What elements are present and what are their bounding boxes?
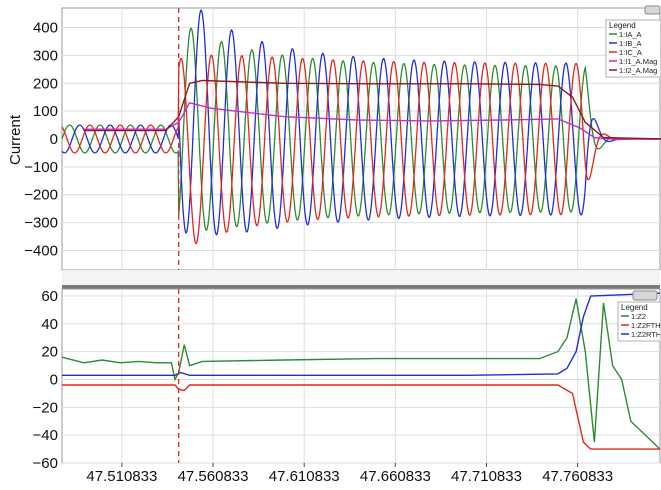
impedance-ytick-3: 0 [50,371,58,388]
current-ytick-2: −200 [24,187,58,204]
legend-current-item-1: 1:IB_A [619,39,642,48]
current-ytick-1: −300 [24,215,58,232]
impedance-ytick-4: 20 [41,344,58,361]
panel-control-icon[interactable] [644,5,661,15]
series-line-1-i1-a-mag [83,101,661,140]
legend-impedance-title: Legend [621,303,648,312]
xtick-label-4: 47.710833 [451,468,522,485]
current-panel: −400 −300 −200 −100 0 100 200 300 400 Current Le… [7,5,661,271]
impedance-ytick-5: 40 [41,316,58,333]
legend-current-box [605,19,660,78]
legend-impedance-item-0: 1:Z2 [631,312,646,321]
legend-current-title: Legend [609,21,636,30]
y-axis-label: Current [7,114,24,165]
series-line-1-ib-a [61,9,660,236]
panel-splitter[interactable] [62,270,660,285]
current-ytick-3: −100 [24,159,58,176]
series-line-1-i2-a-mag [83,79,661,140]
current-ytick-5: 100 [33,103,58,120]
xtick-label-0: 47.510833 [86,468,157,485]
legend-current: Legend1:IA_A1:IB_A1:IC_A1:I1_A.Mag1:I2_A… [605,19,660,78]
legend-impedance-item-1: 1:Z2FTH [631,321,661,330]
legend-current-item-2: 1:IC_A [619,48,642,57]
panel-control-icon-2[interactable] [632,290,658,301]
xtick-label-5: 47.760833 [542,468,613,485]
legend-current-item-4: 1:I2_A.Mag [619,66,657,75]
series-line-1-z2rth [62,292,661,376]
impedance-ytick-0: −60 [33,455,58,472]
xtick-label-3: 47.660833 [360,468,431,485]
legend-impedance-item-2: 1:Z2RTH [631,330,661,339]
current-ytick-7: 300 [33,47,58,64]
impedance-ytick-6: 60 [41,288,58,305]
legend-current-item-3: 1:I1_A.Mag [619,57,657,66]
impedance-panel: −60 −40 −20 0 20 40 60 47.510833 47.560833 47.61… [33,288,661,485]
xtick-label-2: 47.610833 [269,468,340,485]
impedance-ytick-1: −40 [33,427,58,444]
current-ytick-4: 0 [50,131,58,148]
xtick-label-1: 47.560833 [178,468,249,485]
series-line-1-z2 [61,298,661,450]
impedance-ytick-2: −20 [33,399,58,416]
current-ytick-8: 400 [33,20,58,37]
current-ytick-6: 200 [33,75,58,92]
series-line-1-ic-a [61,54,660,245]
current-ytick-0: −400 [24,242,58,259]
series-line-1-ia-a [61,27,660,231]
splitter-bar[interactable] [62,285,660,289]
legend-current-item-0: 1:IA_A [619,30,642,39]
